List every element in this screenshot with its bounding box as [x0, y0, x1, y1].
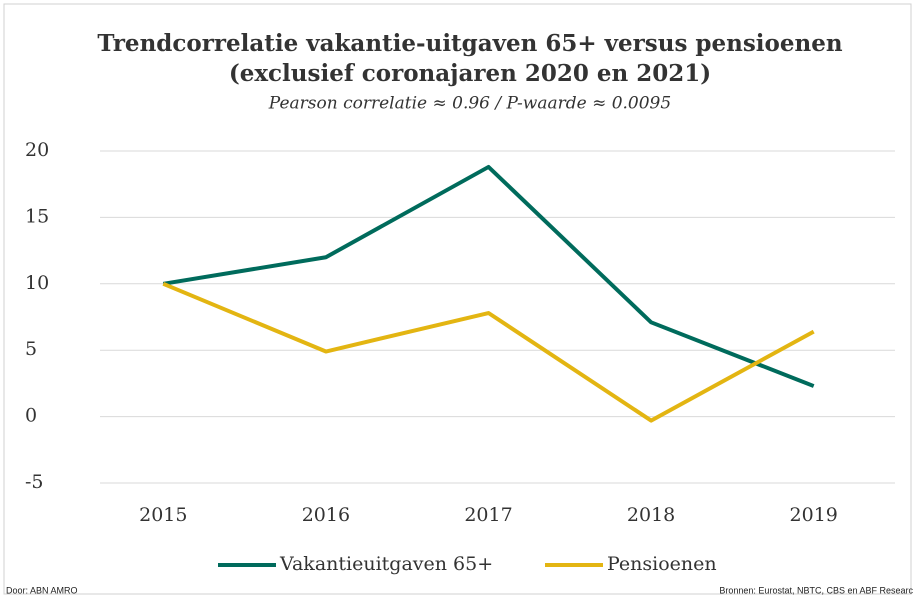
source-left: Door: ABN AMRO	[6, 585, 78, 595]
y-tick-label: 15	[25, 205, 49, 227]
x-tick-label: 2019	[790, 504, 838, 526]
y-tick-label: 0	[25, 405, 37, 427]
source-right: Bronnen: Eurostat, NBTC, CBS en ABF Rese…	[719, 585, 913, 595]
chart-border	[3, 3, 912, 595]
chart-title-line2: (exclusief coronajaren 2020 en 2021)	[229, 60, 711, 87]
y-tick-label: 20	[25, 139, 49, 161]
x-tick-label: 2015	[139, 504, 187, 526]
y-tick-label: 5	[25, 338, 37, 360]
y-tick-label: 10	[25, 272, 49, 294]
legend-label: Vakantieuitgaven 65+	[279, 553, 493, 575]
chart-subtitle: Pearson correlatie ≈ 0.96 / P-waarde ≈ 0…	[268, 94, 671, 114]
y-tick-label: -5	[25, 471, 44, 493]
chart-title: Trendcorrelatie vakantie-uitgaven 65+ ve…	[97, 30, 842, 57]
series-line	[162, 281, 815, 423]
legend-label: Pensioenen	[607, 553, 717, 575]
x-tick-label: 2016	[302, 504, 350, 526]
x-tick-label: 2017	[464, 504, 512, 526]
x-tick-label: 2018	[627, 504, 675, 526]
series-line	[162, 164, 815, 388]
